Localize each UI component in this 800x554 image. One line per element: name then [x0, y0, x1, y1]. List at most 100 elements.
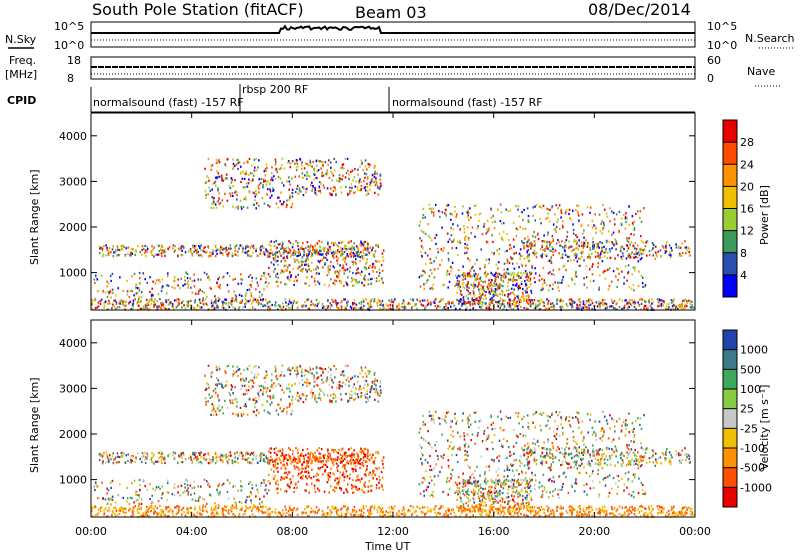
power-cell: [459, 286, 461, 288]
velocity-cell: [577, 512, 579, 514]
power-cell: [459, 275, 461, 277]
power-cell: [581, 256, 583, 258]
velocity-cell: [677, 511, 679, 513]
power-cell: [562, 220, 564, 222]
power-cell: [228, 290, 230, 292]
power-cell: [496, 284, 498, 286]
velocity-cell: [202, 506, 204, 508]
power-cell: [166, 284, 168, 286]
velocity-cell: [177, 511, 179, 513]
power-cell: [318, 169, 320, 171]
power-cell: [484, 281, 486, 283]
power-cell: [243, 186, 245, 188]
power-cell: [578, 248, 580, 250]
velocity-cell: [314, 452, 316, 454]
power-cell: [499, 233, 501, 235]
power-cell: [218, 276, 220, 278]
power-cell: [554, 228, 556, 230]
velocity-cell: [161, 456, 163, 458]
power-cell: [378, 280, 380, 282]
power-cell: [339, 251, 341, 253]
power-cell: [250, 274, 252, 276]
power-cell: [474, 302, 476, 304]
power-cell: [250, 292, 252, 294]
power-cell: [623, 214, 625, 216]
power-cell: [454, 285, 456, 287]
power-cell: [557, 207, 559, 209]
power-cell: [436, 234, 438, 236]
power-cell: [334, 242, 336, 244]
power-cell: [601, 220, 603, 222]
power-cell: [275, 254, 277, 256]
power-cell: [342, 248, 344, 250]
power-cell: [240, 166, 242, 168]
power-cell: [348, 178, 350, 180]
power-cell: [543, 234, 545, 236]
power-cell: [543, 205, 545, 207]
power-cell: [595, 225, 597, 227]
power-cell: [379, 307, 381, 309]
velocity-cell: [133, 507, 135, 509]
power-cell: [608, 241, 610, 243]
power-cell: [336, 180, 338, 182]
power-cell: [245, 196, 247, 198]
power-cell: [363, 246, 365, 248]
power-cell: [560, 299, 562, 301]
power-cell: [577, 305, 579, 307]
power-cell: [606, 241, 608, 243]
power-cell: [560, 257, 562, 259]
power-cell: [367, 302, 369, 304]
power-cell: [455, 215, 457, 217]
power-cell: [372, 263, 374, 265]
power-cell: [424, 306, 426, 308]
power-cell: [256, 194, 258, 196]
power-cell: [314, 280, 316, 282]
velocity-cell: [535, 514, 537, 516]
power-cell: [518, 205, 520, 207]
power-cell: [570, 303, 572, 305]
velocity-cell: [104, 512, 106, 514]
power-cell: [265, 168, 267, 170]
power-cell: [673, 304, 675, 306]
power-cell: [149, 300, 151, 302]
power-cell: [112, 273, 114, 275]
power-cell: [612, 305, 614, 307]
power-cell: [277, 256, 279, 258]
velocity-cell: [275, 508, 277, 510]
power-cell: [273, 271, 275, 273]
power-cell: [525, 228, 527, 230]
power-cell: [382, 282, 384, 284]
power-cell: [210, 190, 212, 192]
power-cell: [478, 290, 480, 292]
power-cell: [373, 181, 375, 183]
power-cell: [160, 249, 162, 251]
velocity-cell: [161, 459, 163, 461]
power-cell: [146, 250, 148, 252]
power-cell: [293, 258, 295, 260]
velocity-cell: [241, 507, 243, 509]
power-cell: [626, 244, 628, 246]
power-cell: [502, 294, 504, 296]
power-cell: [291, 205, 293, 207]
velocity-cell: [181, 508, 183, 510]
power-cell: [382, 270, 384, 272]
power-cell: [669, 254, 671, 256]
power-cell: [515, 279, 517, 281]
velocity-cell: [191, 461, 193, 463]
power-cell: [640, 235, 642, 237]
power-cell: [253, 159, 255, 161]
power-cell: [634, 266, 636, 268]
power-cell: [512, 263, 514, 265]
power-cell: [214, 182, 216, 184]
velocity-cell: [201, 513, 203, 515]
velocity-cell: [199, 454, 201, 456]
power-cell: [536, 256, 538, 258]
power-cell: [174, 249, 176, 251]
power-cell: [422, 247, 424, 249]
power-cell: [220, 246, 222, 248]
power-cell: [267, 188, 269, 190]
velocity-cell: [237, 458, 239, 460]
power-cell: [466, 247, 468, 249]
power-cell: [623, 307, 625, 309]
power-cell: [296, 280, 298, 282]
